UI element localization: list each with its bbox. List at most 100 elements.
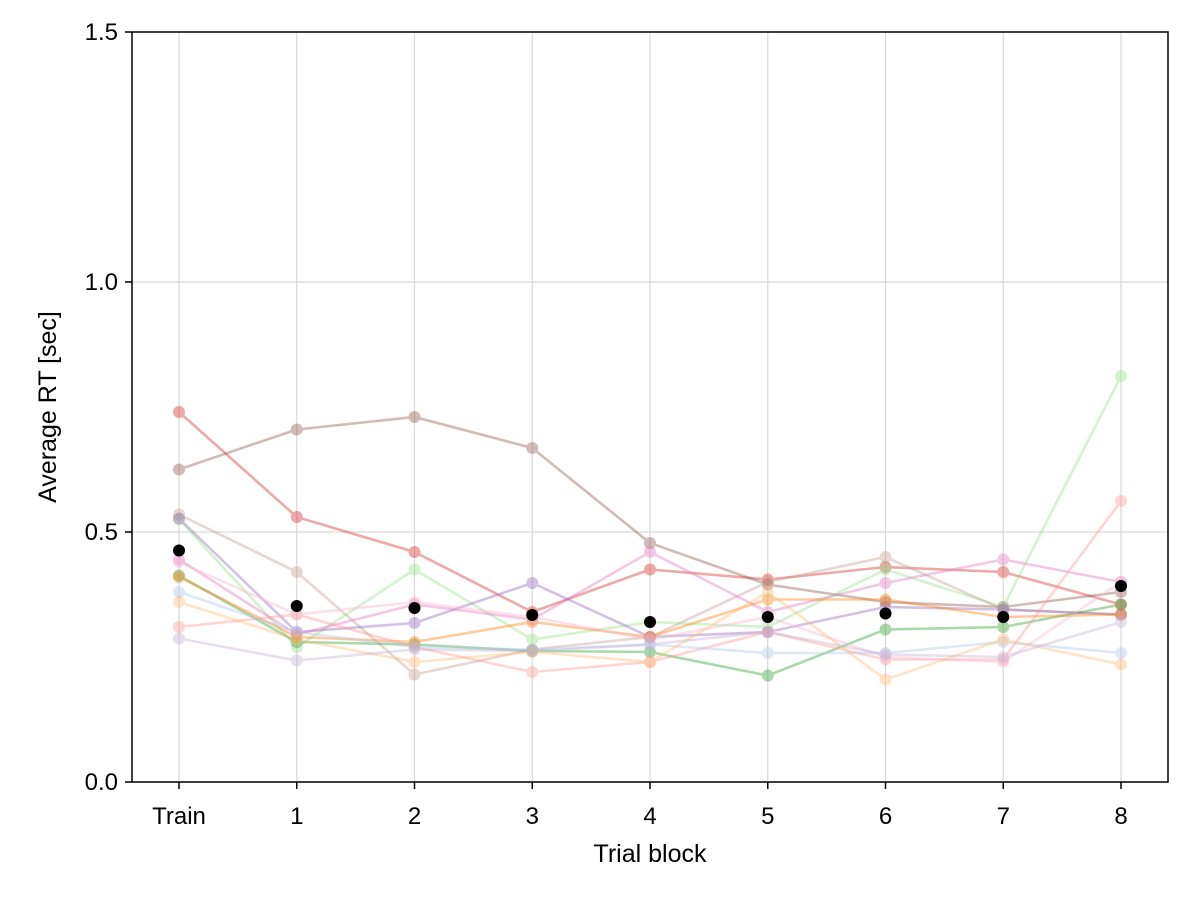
x-tick-label: 7 (997, 803, 1010, 830)
data-point (526, 643, 539, 656)
mean-point (526, 609, 539, 621)
y-axis-label: Average RT [sec] (34, 311, 62, 503)
data-point (761, 626, 774, 638)
data-point (644, 563, 656, 576)
data-point (761, 647, 774, 659)
data-point (879, 596, 892, 608)
series-line (178, 517, 1122, 639)
data-point (879, 673, 892, 686)
series-line (178, 590, 1122, 655)
data-point (879, 551, 892, 563)
series-10 (173, 586, 1127, 659)
data-point (997, 651, 1010, 663)
grid-layer (132, 31, 1168, 783)
data-point (644, 656, 656, 668)
series-6 (173, 569, 1127, 682)
x-tick-label: 5 (761, 803, 774, 830)
data-point (290, 608, 303, 621)
data-point (761, 669, 774, 682)
data-point (1115, 608, 1127, 621)
data-point (644, 638, 656, 651)
series-line (178, 574, 1122, 677)
series-12 (173, 616, 1127, 667)
data-point (173, 406, 185, 418)
mean-point (879, 607, 892, 620)
data-point (644, 631, 656, 643)
data-point (408, 636, 421, 648)
data-point (997, 636, 1010, 648)
data-point (290, 511, 303, 523)
data-point (761, 593, 774, 606)
data-point (997, 621, 1010, 633)
data-point (879, 651, 892, 663)
data-point (644, 646, 656, 658)
data-point (879, 653, 892, 666)
data-point (1115, 658, 1127, 671)
data-point (879, 623, 892, 636)
data-point (290, 641, 303, 653)
data-point (408, 656, 421, 668)
data-point (1115, 370, 1127, 382)
data-point (173, 621, 185, 633)
data-point (173, 513, 185, 526)
data-point (997, 633, 1010, 646)
mean-point (644, 616, 656, 628)
data-point (526, 442, 539, 454)
y-tick-label: 1.0 (85, 269, 118, 296)
data-point (997, 566, 1010, 578)
ticks-layer: Train 1 2 3 4 5 6 7 8 0.0 0.5 1.0 1.5 (85, 19, 1128, 830)
data-point (408, 641, 421, 653)
data-point (408, 668, 421, 681)
data-point (526, 643, 539, 656)
series-layer (173, 370, 1127, 686)
mean-point (1115, 580, 1127, 592)
data-point (526, 645, 539, 657)
data-point (290, 628, 303, 641)
x-tick-label: 4 (643, 803, 656, 830)
data-point (761, 621, 774, 633)
x-tick-label: 2 (408, 803, 421, 830)
x-tick-label: 1 (290, 803, 303, 830)
data-point (408, 617, 421, 629)
data-point (408, 643, 421, 656)
data-point (173, 569, 185, 582)
data-point (290, 654, 303, 667)
series-line (178, 411, 1122, 614)
series-line (178, 575, 1122, 644)
x-tick-label: 3 (526, 803, 539, 830)
data-point (173, 553, 185, 566)
data-point (761, 578, 774, 591)
x-tick-label: 8 (1114, 803, 1127, 830)
series-13 (173, 544, 1127, 628)
mean-point (408, 602, 421, 614)
data-point (997, 656, 1010, 668)
data-point (290, 626, 303, 638)
data-point (879, 563, 892, 576)
data-point (408, 546, 421, 558)
data-point (290, 631, 303, 643)
series-line (178, 415, 1122, 609)
data-point (879, 647, 892, 659)
data-point (290, 423, 303, 436)
data-point (1115, 608, 1127, 621)
data-point (1115, 608, 1127, 621)
data-point (526, 645, 539, 657)
series-0 (173, 406, 1127, 618)
series-5 (173, 546, 1127, 641)
data-point (761, 626, 774, 638)
series-3 (173, 508, 1127, 681)
data-point (526, 666, 539, 678)
data-point (644, 537, 656, 549)
series-line (178, 620, 1122, 662)
y-tick-label: 1.5 (85, 19, 118, 46)
data-point (761, 586, 774, 598)
data-point (173, 571, 185, 583)
data-point (761, 626, 774, 638)
mean-point (997, 611, 1010, 623)
mean-point (290, 600, 303, 612)
data-point (997, 601, 1010, 613)
data-point (644, 656, 656, 668)
series-11 (173, 586, 1127, 686)
y-tick-label: 0.0 (85, 769, 118, 796)
